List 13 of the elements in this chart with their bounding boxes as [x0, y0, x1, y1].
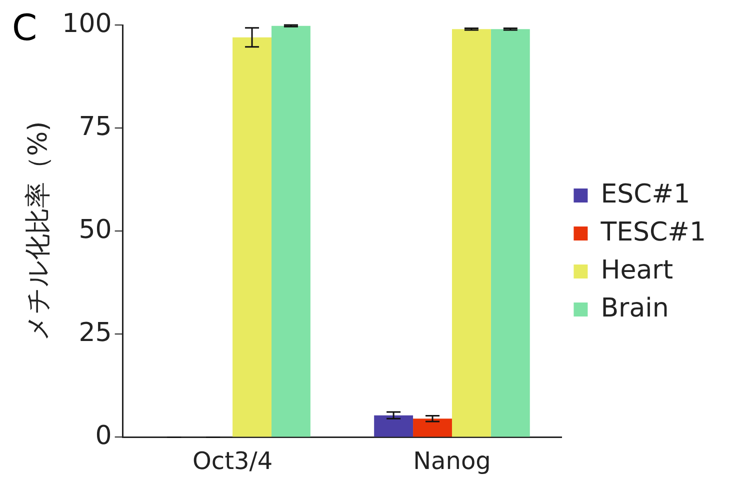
y-tick-label: 25: [78, 318, 112, 348]
legend-label: ESC#1: [600, 179, 690, 210]
y-tick-label: 50: [78, 214, 112, 245]
x-tick-label: Oct3/4: [192, 446, 273, 475]
x-tick-label: Nanog: [413, 446, 491, 475]
y-tick-label: 0: [95, 420, 112, 451]
y-axis-title: メチル化比率（%): [23, 121, 54, 342]
text: C: [12, 8, 38, 49]
legend-label: TESC#1: [600, 217, 706, 248]
y-tick-label: 75: [78, 112, 112, 142]
legend-label: Heart: [600, 255, 674, 286]
y-tick-label: 100: [62, 8, 112, 39]
legend-label: Brain: [600, 293, 669, 324]
